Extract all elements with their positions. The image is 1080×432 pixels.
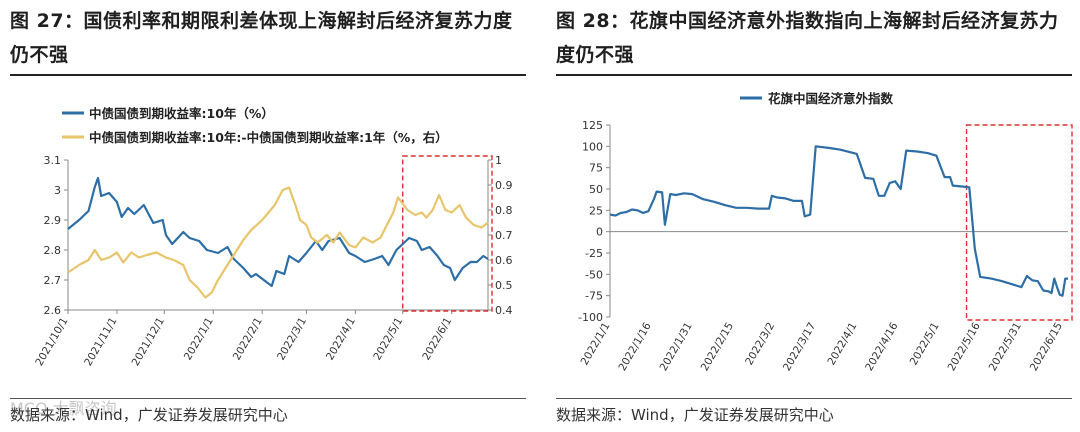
x-tick-label: 2022/2/1: [231, 316, 265, 363]
y-tick-label: 50: [589, 183, 603, 196]
legend-label: 花旗中国经济意外指数: [768, 91, 894, 106]
y-right-tick-label: 0.7: [495, 229, 513, 242]
x-tick-label: 2021/12/1: [130, 316, 167, 369]
x-tick-label: 2022/4/16: [863, 320, 900, 373]
x-tick-label: 2021/10/1: [33, 316, 70, 369]
x-tick-label: 2022/6/15: [1028, 321, 1065, 374]
x-tick-label: 2022/5/16: [946, 320, 983, 373]
x-tick-label: 2022/5/1: [908, 321, 942, 368]
title-rule: [10, 74, 526, 76]
x-tick-label: 2022/1/1: [579, 321, 613, 368]
y-tick-label: -25: [585, 247, 603, 260]
y-left-tick-label: 2.6: [44, 304, 62, 317]
y-left-tick-label: 2.9: [44, 214, 62, 227]
x-tick-label: 2022/1/16: [616, 320, 653, 373]
series-line-citi-surprise-index: [609, 145, 1068, 297]
y-left-tick-label: 3: [54, 184, 61, 197]
y-tick-label: 100: [582, 140, 603, 153]
x-tick-label: 2022/1/1: [182, 316, 216, 363]
legend-label: 中债国债到期收益率:10年:-中债国债到期收益率:1年（%，右）: [89, 130, 448, 145]
watermark: MCO 大飘咨询: [10, 399, 117, 418]
x-tick-label: 2022/3/17: [781, 321, 818, 374]
source-rule: [556, 398, 1072, 399]
x-tick-label: 2022/1/31: [658, 321, 695, 374]
highlight-box: [965, 124, 1073, 321]
y-tick-label: 75: [589, 162, 603, 175]
figure-27-title: 图 27：国债利率和期限利差体现上海解封后经济复苏力度仍不强: [10, 10, 513, 66]
x-tick-label: 2021/11/1: [82, 316, 119, 369]
y-right-tick-label: 0.8: [495, 204, 513, 217]
y-right-tick-label: 0.4: [495, 304, 513, 317]
series-line-10y-yield: [67, 176, 489, 288]
highlight-box: [402, 155, 493, 312]
figure-27-chart: 2.6 2.7 2.8 2.9 3 3.1 0.4 0.5 0.6 0.7 0.8 0.9 1 2021/…: [33, 106, 513, 369]
x-tick-label: 2022/4/1: [324, 316, 358, 363]
legend-label: 中债国债到期收益率:10年（%）: [89, 106, 274, 121]
series-line-term-spread: [67, 186, 489, 299]
y-left-tick-label: 3.1: [44, 154, 62, 167]
x-tick-label: 2022/4/1: [825, 321, 859, 368]
y-right-tick-label: 0.9: [495, 179, 513, 192]
y-right-tick-label: 1: [495, 154, 502, 167]
title-rule: [556, 74, 1072, 76]
figure-27-source: 数据来源：Wind，广发证券发展研究中心: [10, 406, 288, 424]
y-tick-label: 25: [589, 204, 603, 217]
x-tick-label: 2022/6/1: [420, 316, 454, 363]
y-left-tick-label: 2.8: [44, 244, 62, 257]
y-right-tick-label: 0.6: [495, 254, 513, 267]
y-tick-label: 0: [596, 226, 603, 239]
y-left-tick-label: 2.7: [44, 274, 62, 287]
x-tick-label: 2022/5/31: [987, 321, 1024, 374]
y-tick-label: -100: [578, 311, 603, 324]
y-tick-label: 125: [582, 119, 603, 132]
figure-28-source: 数据来源：Wind，广发证券发展研究中心: [556, 406, 834, 424]
x-tick-label: 2022/3/1: [275, 316, 309, 363]
y-tick-label: -75: [585, 290, 603, 303]
figure-27-panel: 图 27：国债利率和期限利差体现上海解封后经济复苏力度仍不强 2.6 2.7 2.8…: [10, 0, 530, 432]
y-tick-label: -50: [585, 268, 603, 281]
figure-28-panel: 图 28：花旗中国经济意外指数指向上海解封后经济复苏力度仍不强 -100 -75 -…: [556, 0, 1076, 432]
source-rule: [10, 398, 526, 399]
figure-28-title: 图 28：花旗中国经济意外指数指向上海解封后经济复苏力度仍不强: [556, 10, 1059, 66]
x-tick-label: 2022/3/2: [743, 321, 777, 368]
y-right-tick-label: 0.5: [495, 279, 513, 292]
x-tick-label: 2022/5/1: [371, 316, 405, 363]
x-tick-label: 2022/2/15: [699, 321, 736, 374]
